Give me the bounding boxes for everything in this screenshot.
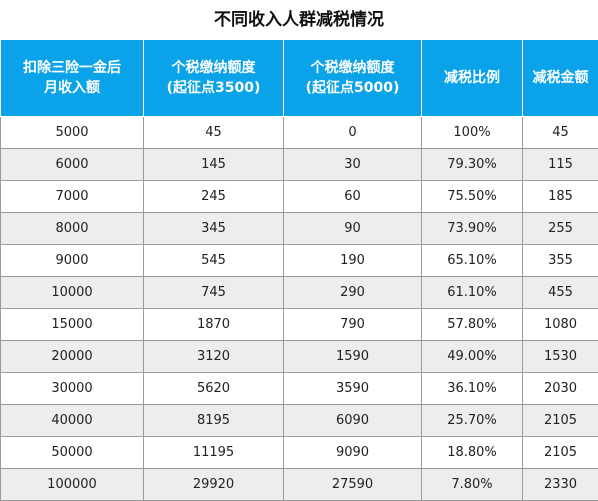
header-label-line2: 月收入额 bbox=[3, 78, 141, 98]
cell-ratio: 65.10% bbox=[422, 245, 523, 277]
header-label-line1: 减税比例 bbox=[424, 68, 520, 88]
cell-tax-3500: 545 bbox=[144, 245, 284, 277]
cell-tax-3500: 8195 bbox=[144, 405, 284, 437]
tax-reduction-table: 扣除三险一金后 月收入额 个税缴纳额度 (起征点3500) 个税缴纳额度 (起征… bbox=[0, 40, 598, 501]
cell-ratio: 100% bbox=[422, 117, 523, 149]
header-label-line2: (起征点3500) bbox=[146, 78, 281, 98]
table-row: 9000 545 190 65.10% 355 bbox=[1, 245, 598, 277]
cell-amount: 2105 bbox=[523, 405, 598, 437]
table-row: 40000 8195 6090 25.70% 2105 bbox=[1, 405, 598, 437]
cell-amount: 115 bbox=[523, 149, 598, 181]
cell-ratio: 49.00% bbox=[422, 341, 523, 373]
table-row: 15000 1870 790 57.80% 1080 bbox=[1, 309, 598, 341]
cell-tax-3500: 11195 bbox=[144, 437, 284, 469]
cell-ratio: 36.10% bbox=[422, 373, 523, 405]
cell-tax-5000: 790 bbox=[284, 309, 422, 341]
cell-ratio: 79.30% bbox=[422, 149, 523, 181]
cell-tax-3500: 745 bbox=[144, 277, 284, 309]
header-tax-3500: 个税缴纳额度 (起征点3500) bbox=[144, 40, 284, 117]
cell-ratio: 57.80% bbox=[422, 309, 523, 341]
header-label-line1: 减税金额 bbox=[525, 68, 596, 88]
cell-tax-3500: 1870 bbox=[144, 309, 284, 341]
cell-tax-3500: 29920 bbox=[144, 469, 284, 501]
header-monthly-income: 扣除三险一金后 月收入额 bbox=[1, 40, 144, 117]
cell-amount: 2105 bbox=[523, 437, 598, 469]
header-label-line1: 个税缴纳额度 bbox=[146, 58, 281, 78]
header-tax-5000: 个税缴纳额度 (起征点5000) bbox=[284, 40, 422, 117]
cell-income: 5000 bbox=[1, 117, 144, 149]
cell-tax-3500: 345 bbox=[144, 213, 284, 245]
cell-income: 100000 bbox=[1, 469, 144, 501]
cell-tax-5000: 9090 bbox=[284, 437, 422, 469]
cell-tax-5000: 1590 bbox=[284, 341, 422, 373]
cell-tax-5000: 290 bbox=[284, 277, 422, 309]
cell-amount: 1080 bbox=[523, 309, 598, 341]
cell-income: 15000 bbox=[1, 309, 144, 341]
table-row: 8000 345 90 73.90% 255 bbox=[1, 213, 598, 245]
cell-tax-5000: 90 bbox=[284, 213, 422, 245]
cell-tax-5000: 6090 bbox=[284, 405, 422, 437]
cell-income: 6000 bbox=[1, 149, 144, 181]
cell-tax-3500: 145 bbox=[144, 149, 284, 181]
table-row: 6000 145 30 79.30% 115 bbox=[1, 149, 598, 181]
cell-tax-3500: 245 bbox=[144, 181, 284, 213]
cell-income: 7000 bbox=[1, 181, 144, 213]
cell-income: 10000 bbox=[1, 277, 144, 309]
cell-amount: 45 bbox=[523, 117, 598, 149]
cell-amount: 455 bbox=[523, 277, 598, 309]
cell-income: 50000 bbox=[1, 437, 144, 469]
cell-tax-5000: 27590 bbox=[284, 469, 422, 501]
table-row: 100000 29920 27590 7.80% 2330 bbox=[1, 469, 598, 501]
cell-amount: 255 bbox=[523, 213, 598, 245]
cell-amount: 355 bbox=[523, 245, 598, 277]
cell-ratio: 73.90% bbox=[422, 213, 523, 245]
table-title: 不同收入人群减税情况 bbox=[0, 0, 598, 40]
cell-amount: 2030 bbox=[523, 373, 598, 405]
header-label-line1: 扣除三险一金后 bbox=[3, 58, 141, 78]
cell-ratio: 7.80% bbox=[422, 469, 523, 501]
cell-tax-5000: 190 bbox=[284, 245, 422, 277]
cell-tax-3500: 3120 bbox=[144, 341, 284, 373]
cell-amount: 2330 bbox=[523, 469, 598, 501]
table-row: 10000 745 290 61.10% 455 bbox=[1, 277, 598, 309]
cell-tax-3500: 45 bbox=[144, 117, 284, 149]
cell-ratio: 18.80% bbox=[422, 437, 523, 469]
table-row: 50000 11195 9090 18.80% 2105 bbox=[1, 437, 598, 469]
table-row: 7000 245 60 75.50% 185 bbox=[1, 181, 598, 213]
cell-tax-5000: 30 bbox=[284, 149, 422, 181]
cell-income: 40000 bbox=[1, 405, 144, 437]
header-reduction-ratio: 减税比例 bbox=[422, 40, 523, 117]
cell-income: 9000 bbox=[1, 245, 144, 277]
cell-tax-5000: 0 bbox=[284, 117, 422, 149]
cell-income: 30000 bbox=[1, 373, 144, 405]
cell-amount: 1530 bbox=[523, 341, 598, 373]
cell-ratio: 75.50% bbox=[422, 181, 523, 213]
cell-tax-5000: 60 bbox=[284, 181, 422, 213]
cell-amount: 185 bbox=[523, 181, 598, 213]
header-label-line1: 个税缴纳额度 bbox=[286, 58, 419, 78]
table-row: 30000 5620 3590 36.10% 2030 bbox=[1, 373, 598, 405]
cell-tax-5000: 3590 bbox=[284, 373, 422, 405]
header-label-line2: (起征点5000) bbox=[286, 78, 419, 98]
cell-income: 8000 bbox=[1, 213, 144, 245]
table-row: 20000 3120 1590 49.00% 1530 bbox=[1, 341, 598, 373]
header-reduction-amount: 减税金额 bbox=[523, 40, 598, 117]
header-row: 扣除三险一金后 月收入额 个税缴纳额度 (起征点3500) 个税缴纳额度 (起征… bbox=[1, 40, 598, 117]
cell-income: 20000 bbox=[1, 341, 144, 373]
table-row: 5000 45 0 100% 45 bbox=[1, 117, 598, 149]
cell-tax-3500: 5620 bbox=[144, 373, 284, 405]
cell-ratio: 61.10% bbox=[422, 277, 523, 309]
cell-ratio: 25.70% bbox=[422, 405, 523, 437]
